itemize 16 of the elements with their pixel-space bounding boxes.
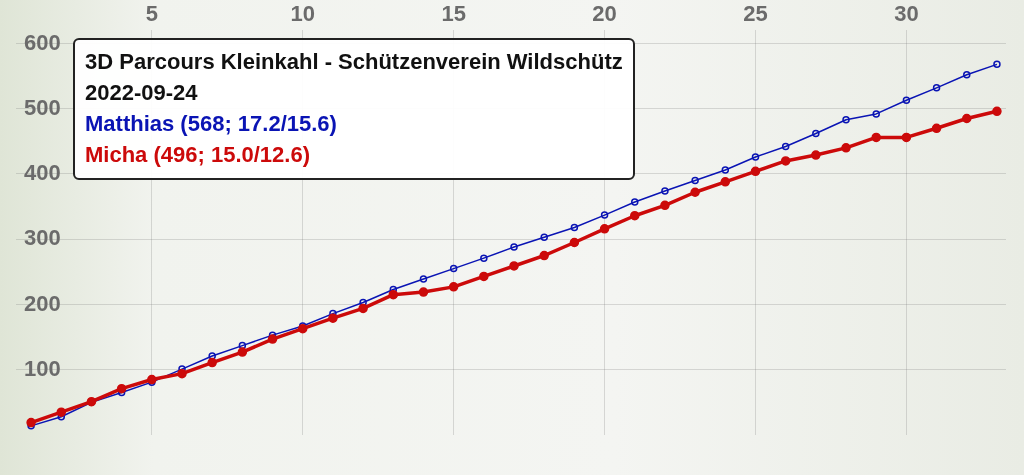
y-tick-label: 400 [24, 160, 61, 186]
x-tick-label: 10 [290, 1, 315, 27]
y-tick-label: 100 [24, 355, 61, 381]
y-tick-label: 300 [24, 225, 61, 251]
y-tick-label: 200 [24, 290, 61, 316]
x-tick-label: 25 [743, 1, 768, 27]
text: Micha (496; 15.0/12.6) [85, 141, 311, 169]
x-tick-label: 5 [145, 1, 158, 27]
x-tick-label: 15 [441, 1, 466, 27]
y-tick-label: 500 [24, 94, 61, 120]
y-tick-label: 600 [24, 29, 61, 55]
text: 2022-09-24 [85, 79, 199, 107]
text: 3D Parcours Kleinkahl - Schützenverein Wildschütz [85, 48, 623, 76]
x-tick-label: 20 [592, 1, 617, 27]
x-tick-label: 30 [894, 1, 919, 27]
text: Matthias (568; 17.2/15.6) [85, 110, 338, 138]
